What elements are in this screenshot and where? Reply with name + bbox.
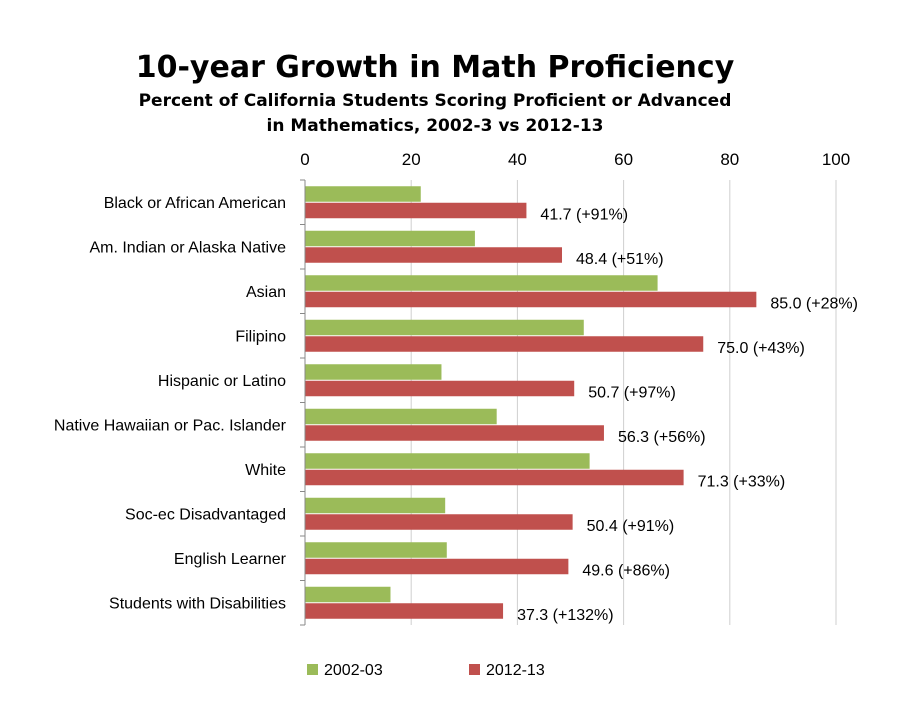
x-tick-label: 0	[300, 150, 309, 169]
bar-2002-03	[305, 408, 497, 425]
bar-2012-13	[305, 469, 684, 486]
bar-2012-13	[305, 425, 604, 441]
data-label: 37.3 (+132%)	[517, 607, 614, 624]
chart-subtitle-line-1: Percent of California Students Scoring P…	[139, 91, 732, 111]
data-label: 75.0 (+43%)	[717, 340, 805, 357]
category-label: White	[245, 462, 286, 479]
x-tick-label: 20	[402, 150, 421, 169]
data-label: 56.3 (+56%)	[618, 429, 706, 446]
chart-title: 10-year Growth in Math Proficiency	[136, 50, 735, 85]
data-label: 71.3 (+33%)	[698, 473, 786, 490]
chart-subtitle-line-2: in Mathematics, 2002-3 vs 2012-13	[267, 116, 604, 136]
category-label: Soc-ec Disadvantaged	[125, 506, 286, 523]
bar-2012-13	[305, 603, 504, 619]
legend-label: 2012-13	[486, 662, 545, 679]
x-tick-label: 100	[822, 150, 850, 169]
bar-2012-13	[305, 291, 757, 308]
bar-2002-03	[305, 364, 442, 380]
bar-2002-03	[305, 453, 590, 469]
bar-2002-03	[305, 542, 447, 558]
data-label: 50.7 (+97%)	[588, 384, 676, 401]
plot-area: 0 20 40 60 80 100 Black or African American 41.…	[54, 150, 858, 626]
bar-2012-13	[305, 380, 575, 397]
x-tick-label: 80	[720, 150, 739, 169]
category-label: Students with Disabilities	[109, 595, 286, 612]
x-tick-label: 60	[614, 150, 633, 169]
data-label: 50.4 (+91%)	[587, 518, 675, 535]
legend-label: 2002-03	[324, 662, 383, 679]
category-label: Filipino	[235, 328, 286, 345]
bar-2002-03	[305, 586, 391, 603]
bar-2012-13	[305, 336, 704, 352]
category-label: Asian	[246, 284, 286, 301]
data-label: 85.0 (+28%)	[770, 295, 858, 312]
legend: 2002-03 2012-13	[307, 662, 545, 679]
data-label: 49.6 (+86%)	[582, 562, 670, 579]
data-label: 48.4 (+51%)	[576, 251, 664, 268]
bar-2002-03	[305, 497, 446, 514]
legend-swatch	[469, 664, 480, 675]
bar-2012-13	[305, 558, 569, 575]
bar-2002-03	[305, 230, 475, 247]
category-label: English Learner	[174, 551, 287, 568]
category-label: Black or African American	[104, 195, 286, 212]
category-label: Hispanic or Latino	[158, 373, 286, 390]
data-label: 41.7 (+91%)	[540, 206, 628, 223]
category-label: Am. Indian or Alaska Native	[89, 239, 286, 256]
bar-2002-03	[305, 319, 584, 336]
bar-2002-03	[305, 186, 421, 202]
bar-2012-13	[305, 202, 527, 219]
bar-2012-13	[305, 514, 573, 530]
legend-swatch	[307, 664, 318, 675]
bar-2002-03	[305, 275, 658, 291]
bar-2012-13	[305, 247, 563, 263]
category-label: Native Hawaiian or Pac. Islander	[54, 417, 287, 434]
x-tick-label: 40	[508, 150, 527, 169]
